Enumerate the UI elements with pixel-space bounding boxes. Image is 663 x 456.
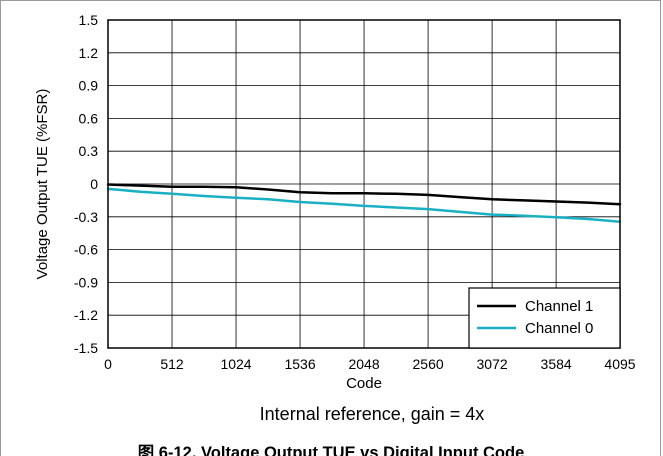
y-tick-labels: 1.5 1.2 0.9 0.6 0.3 0 -0.3 -0.6 -0.9 -1.2 -1.5: [74, 12, 98, 356]
y-tick-label: -0.9: [74, 274, 98, 290]
x-tick-labels: 0 512 1024 1536 2048 2560 3072 3584 4095: [104, 356, 636, 372]
y-axis-label: Voltage Output TUE (%FSR): [34, 89, 51, 280]
plot-border: [107, 19, 621, 349]
x-tick-label: 1536: [284, 356, 315, 372]
x-tick-label: 512: [160, 356, 184, 372]
x-tick-label: 4095: [604, 356, 635, 372]
x-tick-label: 0: [104, 356, 112, 372]
legend-label-channel-1: Channel 1: [525, 298, 593, 315]
x-tick-label: 2048: [348, 356, 379, 372]
x-tick-label: 2560: [413, 356, 444, 372]
legend-box: [468, 287, 621, 349]
x-axis-label: Code: [346, 375, 382, 392]
y-tick-label: -0.6: [74, 242, 98, 258]
y-tick-label: 1.2: [79, 45, 99, 61]
legend-label-channel-0: Channel 0: [525, 320, 593, 337]
x-tick-label: 1024: [220, 356, 251, 372]
series-line-channel-1: [106, 183, 622, 206]
figure-caption: 图 6-12. Voltage Output TUE vs Digital In…: [138, 443, 525, 456]
y-tick-label: 1.5: [79, 12, 99, 28]
y-tick-label: 0: [90, 176, 98, 192]
y-tick-label: -0.3: [74, 209, 98, 225]
y-tick-label: 0.9: [79, 78, 99, 94]
chart-annotation: Internal reference, gain = 4x: [260, 404, 485, 424]
y-tick-label: 0.6: [79, 110, 99, 126]
x-tick-label: 3072: [477, 356, 508, 372]
legend: Channel 1 Channel 0: [468, 287, 621, 349]
series-lines: [106, 183, 622, 223]
y-tick-label: -1.2: [74, 307, 98, 323]
series-line-channel-0: [106, 187, 622, 223]
y-tick-label: 0.3: [79, 143, 99, 159]
x-tick-label: 3584: [541, 356, 572, 372]
y-tick-label: -1.5: [74, 340, 98, 356]
